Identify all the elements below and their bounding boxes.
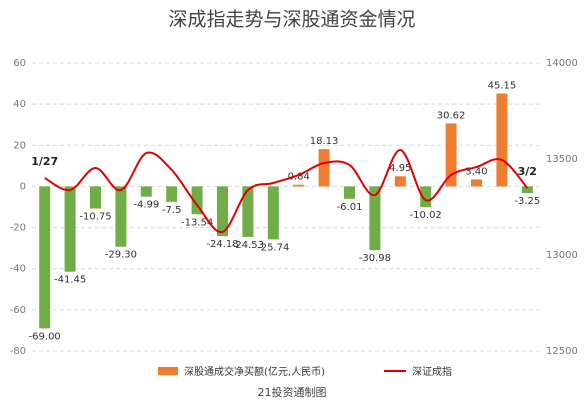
legend-label: 深证成指 xyxy=(412,365,452,378)
category-label: 1/27 xyxy=(31,155,58,168)
bar xyxy=(191,186,203,215)
bar xyxy=(90,186,101,209)
data-label: -29.30 xyxy=(105,250,137,261)
y-tick-label: -40 xyxy=(10,264,26,275)
bar xyxy=(242,186,254,237)
y-tick-label: 0 xyxy=(20,181,26,192)
bar xyxy=(394,176,406,187)
data-label: -10.02 xyxy=(410,210,442,221)
bar xyxy=(318,149,330,187)
data-label: 4.95 xyxy=(389,163,411,174)
bar xyxy=(140,186,152,197)
bar xyxy=(420,186,432,208)
legend-label: 深股通成交净买额(亿元,人民币) xyxy=(184,365,325,378)
data-label: -41.45 xyxy=(54,275,86,286)
bar xyxy=(115,186,127,247)
footer: 21投资通制图 xyxy=(258,385,327,399)
data-label: -4.99 xyxy=(133,200,159,211)
y-tick-label: 60 xyxy=(13,58,26,69)
data-label: 0.84 xyxy=(288,172,310,183)
data-label: -69.00 xyxy=(29,331,61,342)
bar xyxy=(39,186,51,329)
data-label: -6.01 xyxy=(337,202,363,213)
y-tick-label: -20 xyxy=(10,223,26,234)
y-tick-label: -80 xyxy=(10,346,26,357)
bar xyxy=(471,179,482,187)
bar xyxy=(217,186,228,237)
data-label: -30.98 xyxy=(359,253,391,264)
data-label: -25.74 xyxy=(257,242,289,253)
y-tick-label: -60 xyxy=(10,305,26,316)
data-label: 18.13 xyxy=(310,136,339,147)
bar xyxy=(344,186,355,199)
data-label: -7.5 xyxy=(162,205,182,216)
bar xyxy=(369,186,381,251)
data-label: -24.53 xyxy=(232,240,264,251)
data-label: 30.62 xyxy=(437,110,466,121)
chart-title: 深成指走势与深股通资金情况 xyxy=(168,9,415,31)
line xyxy=(44,148,529,233)
bar xyxy=(521,186,533,194)
y-tick-label: 40 xyxy=(13,99,26,110)
data-label: -3.25 xyxy=(514,196,540,207)
data-label: -13.54 xyxy=(181,217,213,228)
data-label: -10.75 xyxy=(79,212,111,223)
y-tick-label: 20 xyxy=(13,140,26,151)
y2-tick-label: 13000 xyxy=(546,250,578,261)
bar xyxy=(445,123,457,187)
category-label: 3/2 xyxy=(518,165,537,178)
y2-tick-label: 14000 xyxy=(546,58,578,69)
data-label: -24.18 xyxy=(206,239,238,250)
data-label: 3.40 xyxy=(465,166,487,177)
bar xyxy=(293,184,305,187)
bar xyxy=(496,93,508,187)
y2-tick-label: 12500 xyxy=(546,346,578,357)
legend-swatch xyxy=(158,367,178,375)
bar xyxy=(64,186,76,272)
data-label: 45.15 xyxy=(488,81,517,92)
bar xyxy=(166,186,178,202)
bar xyxy=(267,186,279,240)
y2-tick-label: 13500 xyxy=(546,154,578,165)
